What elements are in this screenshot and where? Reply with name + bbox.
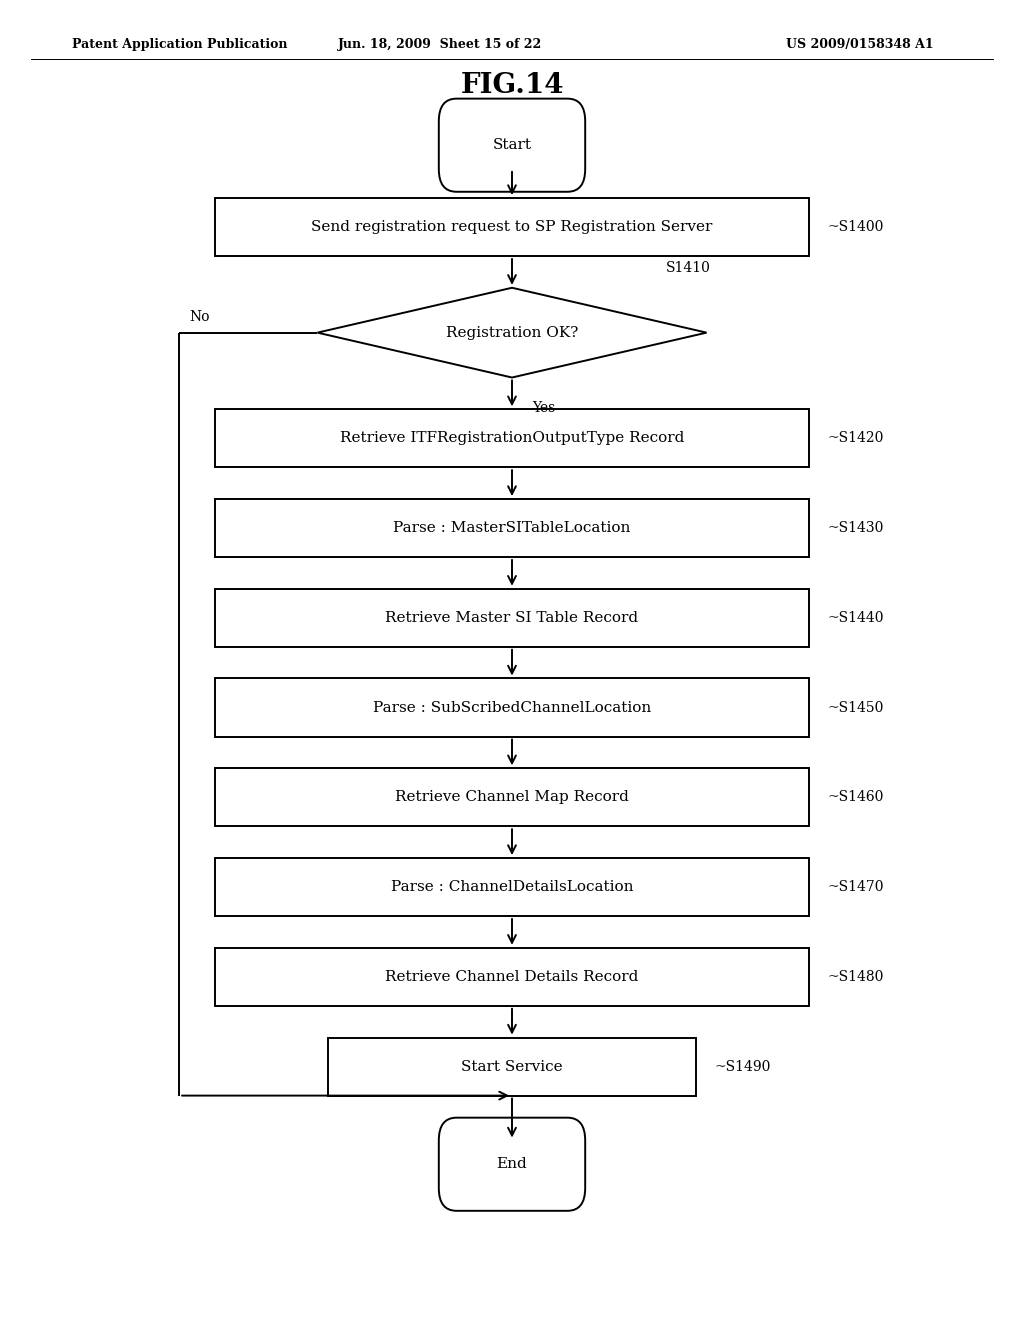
Text: ~S1430: ~S1430 <box>827 521 884 535</box>
Bar <box>328 1038 696 1096</box>
Text: ~S1400: ~S1400 <box>827 220 884 234</box>
Bar <box>215 768 809 826</box>
Polygon shape <box>317 288 707 378</box>
Text: Parse : ChannelDetailsLocation: Parse : ChannelDetailsLocation <box>391 880 633 894</box>
Text: Yes: Yes <box>532 401 556 416</box>
Text: FIG.14: FIG.14 <box>460 73 564 99</box>
Text: Parse : SubScribedChannelLocation: Parse : SubScribedChannelLocation <box>373 701 651 714</box>
Text: Jun. 18, 2009  Sheet 15 of 22: Jun. 18, 2009 Sheet 15 of 22 <box>338 38 543 51</box>
Bar <box>215 678 809 737</box>
Text: ~S1420: ~S1420 <box>827 432 884 445</box>
Text: ~S1490: ~S1490 <box>715 1060 771 1073</box>
FancyBboxPatch shape <box>439 1118 585 1210</box>
Text: Retrieve ITFRegistrationOutputType Record: Retrieve ITFRegistrationOutputType Recor… <box>340 432 684 445</box>
Text: Send registration request to SP Registration Server: Send registration request to SP Registra… <box>311 220 713 234</box>
Text: Parse : MasterSITableLocation: Parse : MasterSITableLocation <box>393 521 631 535</box>
Text: Patent Application Publication: Patent Application Publication <box>72 38 287 51</box>
Text: ~S1450: ~S1450 <box>827 701 884 714</box>
Bar <box>215 499 809 557</box>
Text: ~S1440: ~S1440 <box>827 611 884 624</box>
Bar <box>215 589 809 647</box>
Text: US 2009/0158348 A1: US 2009/0158348 A1 <box>786 38 934 51</box>
Bar <box>215 409 809 467</box>
Text: S1410: S1410 <box>666 260 711 275</box>
Text: End: End <box>497 1158 527 1171</box>
Text: Start Service: Start Service <box>461 1060 563 1073</box>
Text: No: No <box>189 310 210 323</box>
Text: Retrieve Channel Details Record: Retrieve Channel Details Record <box>385 970 639 983</box>
Bar <box>215 948 809 1006</box>
Text: Retrieve Master SI Table Record: Retrieve Master SI Table Record <box>385 611 639 624</box>
Text: Start: Start <box>493 139 531 152</box>
Text: Retrieve Channel Map Record: Retrieve Channel Map Record <box>395 791 629 804</box>
FancyBboxPatch shape <box>439 99 585 191</box>
Bar <box>215 858 809 916</box>
Text: ~S1470: ~S1470 <box>827 880 884 894</box>
Text: Registration OK?: Registration OK? <box>445 326 579 339</box>
Text: ~S1460: ~S1460 <box>827 791 884 804</box>
Text: ~S1480: ~S1480 <box>827 970 884 983</box>
Bar <box>215 198 809 256</box>
